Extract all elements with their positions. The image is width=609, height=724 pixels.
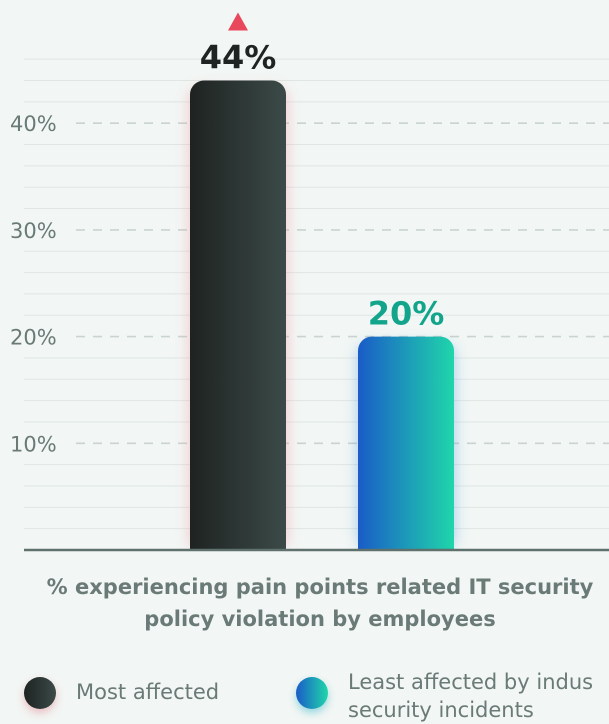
bar-1 xyxy=(358,336,454,560)
chart-caption-line-2: policy violation by employees xyxy=(144,607,496,631)
legend-label-least-affected-line-2: security incidents xyxy=(348,698,534,722)
up-triangle-icon xyxy=(228,12,248,31)
major-gridlines xyxy=(76,122,609,445)
bar-value-label: 20% xyxy=(368,295,445,333)
bar-0 xyxy=(190,80,286,560)
bar-chart: 10% 20% 30% 40% 44% 20% xyxy=(0,12,609,560)
bar-value-labels: 44% 20% xyxy=(200,12,445,333)
legend-swatch-most-affected xyxy=(24,677,56,709)
y-tick-label: 30% xyxy=(10,219,57,243)
minor-gridlines xyxy=(24,58,609,530)
y-axis-tick-labels: 10% 20% 30% 40% xyxy=(10,112,57,456)
legend-swatch-least-affected xyxy=(296,677,328,709)
baseline-mask xyxy=(0,551,609,560)
legend-label-most-affected: Most affected xyxy=(76,680,220,704)
legend-label-least-affected-line-1: Least affected by indus xyxy=(348,670,594,694)
y-tick-label: 10% xyxy=(10,432,57,456)
y-tick-label: 20% xyxy=(10,326,57,350)
bars xyxy=(0,80,609,560)
chart-caption-line-1: % experiencing pain points related IT se… xyxy=(46,575,594,599)
bar-value-label: 44% xyxy=(200,39,277,77)
y-tick-label: 40% xyxy=(10,112,57,136)
